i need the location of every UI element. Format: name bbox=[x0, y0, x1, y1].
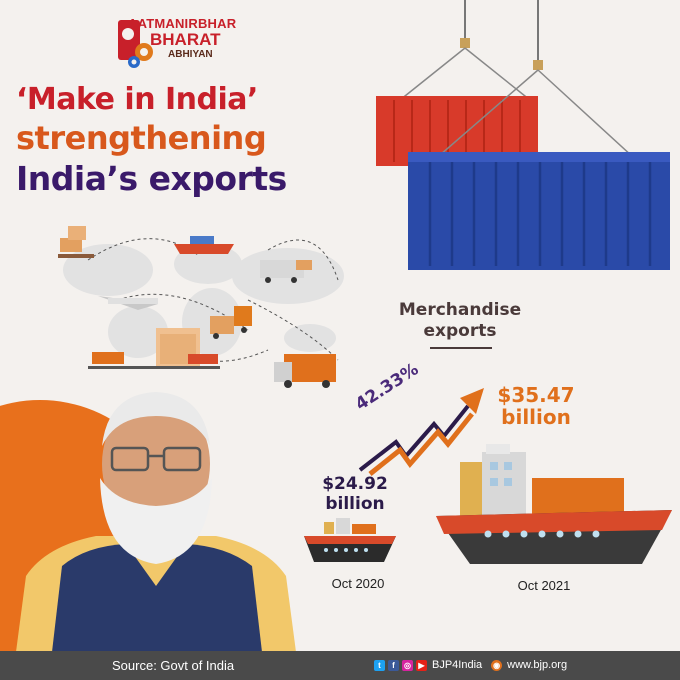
portrait-illustration bbox=[16, 392, 296, 652]
value-oct-2020-unit: billion bbox=[325, 494, 385, 514]
label-underline bbox=[430, 347, 492, 349]
small-cargo-ship-icon bbox=[304, 518, 396, 562]
value-oct-2020-amount: $24.92 bbox=[322, 474, 388, 494]
website-link[interactable]: www.bjp.org bbox=[507, 659, 568, 671]
value-oct-2021-unit: billion bbox=[501, 405, 571, 429]
value-oct-2020: $24.92 billion bbox=[320, 474, 390, 514]
social-links: t f ◎ ▶ BJP4India ◉ www.bjp.org bbox=[374, 656, 573, 674]
twitter-icon[interactable]: t bbox=[374, 659, 385, 671]
globe-icon: ◉ bbox=[491, 659, 503, 671]
headline-line-2: strengthening bbox=[16, 119, 267, 157]
facebook-icon[interactable]: f bbox=[388, 659, 399, 671]
value-oct-2021: $35.47 billion bbox=[486, 384, 586, 428]
logo-text: AATMANIRBHAR BHARAT ABHIYAN bbox=[128, 16, 248, 60]
large-cargo-ship-icon bbox=[436, 444, 672, 564]
social-handle[interactable]: BJP4India bbox=[432, 659, 483, 671]
youtube-icon[interactable]: ▶ bbox=[416, 659, 427, 671]
instagram-icon[interactable]: ◎ bbox=[402, 659, 413, 671]
shipping-containers-illustration bbox=[376, 0, 670, 270]
logo-line-abhiyan: ABHIYAN bbox=[168, 49, 213, 60]
footer-bar bbox=[0, 651, 680, 680]
logo-line-bharat: BHARAT bbox=[150, 30, 221, 49]
logo-line-aatmanirbhar: AATMANIRBHAR bbox=[128, 16, 237, 31]
value-oct-2021-amount: $35.47 bbox=[497, 383, 575, 407]
merchandise-exports-label: Merchandise exports bbox=[398, 300, 522, 341]
headline-line-1: ‘Make in India’ bbox=[16, 82, 258, 117]
growth-arrow bbox=[358, 388, 484, 476]
aatmanirbhar-logo-emblem bbox=[118, 20, 153, 68]
caption-oct-2020: Oct 2020 bbox=[331, 576, 385, 591]
world-map-logistics-illustration bbox=[58, 226, 344, 388]
source-text: Source: Govt of India bbox=[112, 658, 235, 673]
headline-line-3: India’s exports bbox=[16, 159, 287, 198]
caption-oct-2021: Oct 2021 bbox=[517, 578, 571, 593]
headline: ‘Make in India’ strengthening India’s ex… bbox=[16, 82, 346, 200]
